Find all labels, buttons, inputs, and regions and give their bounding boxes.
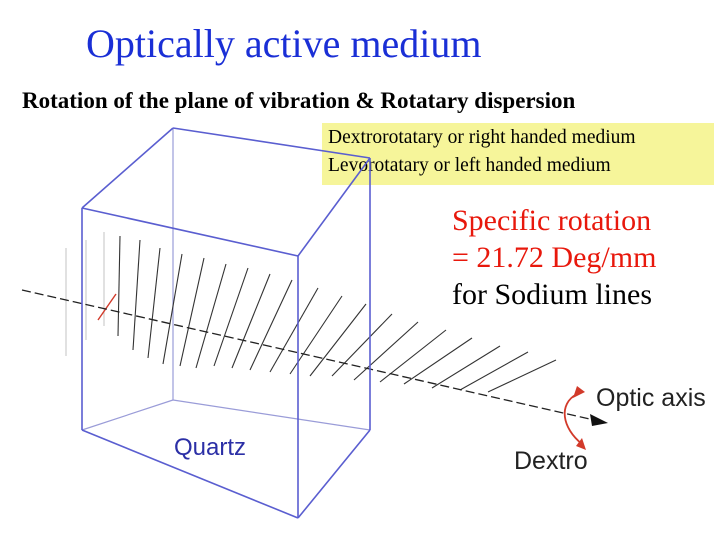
crystal-back-edges — [81, 128, 371, 431]
crystal-front-edges — [81, 127, 371, 519]
optic-axis-label: Optic axis — [596, 384, 706, 412]
medium-legend-box: Dextrorotatary or right handed medium Le… — [322, 123, 714, 185]
specific-rotation-value: = 21.72 Deg/mm — [452, 241, 657, 274]
vibration-plane-lines — [65, 232, 557, 393]
slide-subtitle: Rotation of the plane of vibration & Rot… — [22, 88, 576, 113]
legend-levo-text: Levorotatary or left handed medium — [328, 155, 611, 176]
axis-arrowhead-icon — [590, 414, 608, 426]
optic-axis-line — [21, 289, 595, 421]
specific-rotation-heading: Specific rotation — [452, 204, 652, 237]
dextro-label: Dextro — [514, 447, 588, 475]
rotation-arrow-icon — [563, 386, 586, 450]
specific-rotation-note: for Sodium lines — [452, 278, 652, 311]
legend-dextro-text: Dextrorotatary or right handed medium — [328, 127, 636, 148]
quartz-label: Quartz — [174, 434, 247, 461]
entrance-red-marker — [97, 293, 117, 321]
slide-title: Optically active medium — [86, 21, 482, 66]
specific-rotation-text: Specific rotation = 21.72 Deg/mm for Sod… — [452, 202, 656, 313]
